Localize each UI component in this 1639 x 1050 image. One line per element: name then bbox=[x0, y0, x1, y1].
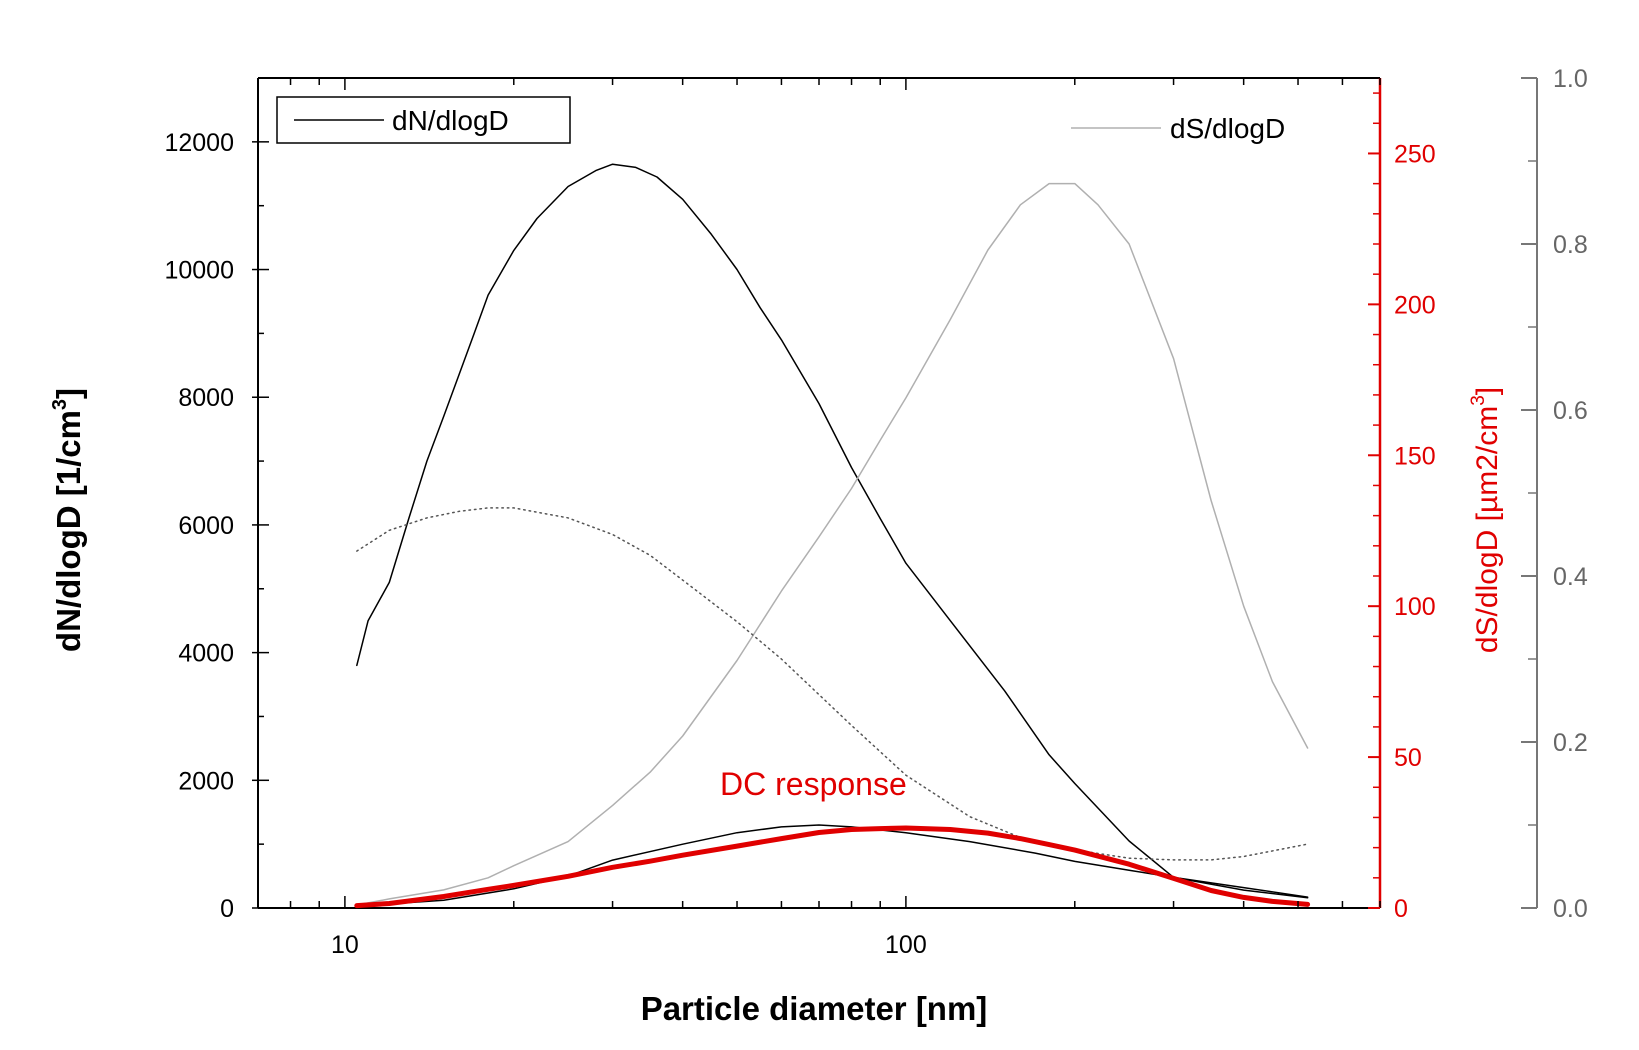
series-line-dn-dlogd-lower bbox=[356, 824, 1309, 907]
legend-label-dN: dN/dlogD bbox=[392, 105, 509, 136]
series-group bbox=[354, 163, 1311, 909]
y-right-tick-label: 150 bbox=[1394, 442, 1436, 470]
annotation-dc-response: DC response bbox=[720, 766, 907, 802]
x-axis-title: Particle diameter [nm] bbox=[641, 990, 988, 1027]
series-line-dc-response bbox=[354, 825, 1311, 909]
y-right-tick-label: 200 bbox=[1394, 291, 1436, 319]
y-left-tick-label: 10000 bbox=[164, 257, 234, 285]
y-left-tick-label: 0 bbox=[220, 895, 234, 923]
y-left-tick-label: 12000 bbox=[164, 129, 234, 157]
y-right-tick-label: 250 bbox=[1394, 140, 1436, 168]
series-line-dotted bbox=[356, 507, 1309, 861]
y-left-tick-label: 2000 bbox=[178, 767, 234, 795]
legend-label-dS: dS/dlogD bbox=[1170, 113, 1285, 144]
x-tick-label: 10 bbox=[331, 931, 359, 959]
legend-box bbox=[276, 96, 571, 144]
y-right-tick-label: 100 bbox=[1394, 593, 1436, 621]
y-left-tick-label: 8000 bbox=[178, 384, 234, 412]
y-left-tick-label: 4000 bbox=[178, 640, 234, 668]
y-far-right-tick-label: 0.4 bbox=[1553, 563, 1588, 591]
series-line-ds-dlogd bbox=[356, 182, 1309, 906]
legend: dN/dlogD dS/dlogD bbox=[276, 96, 1285, 144]
y-far-right-tick-label: 0.2 bbox=[1553, 729, 1588, 757]
y-axis-title-right: dS/dlogD [µm2/cm3] bbox=[1468, 387, 1504, 653]
series-line-dn-dlogd bbox=[356, 163, 1309, 899]
y-far-right-tick-label: 1.0 bbox=[1553, 65, 1588, 93]
x-tick-label: 100 bbox=[885, 931, 927, 959]
axes-group: 10 100 0 2000 4000 6000 8000 10000 12000 0 50 100 15… bbox=[164, 65, 1587, 959]
y-left-tick-label: 6000 bbox=[178, 512, 234, 540]
y-far-right-tick-label: 0.0 bbox=[1553, 895, 1588, 923]
y-far-right-tick-label: 0.6 bbox=[1553, 397, 1588, 425]
y-axis-title-left: dN/dlogD [1/cm3] bbox=[49, 388, 87, 652]
y-right-tick-label: 0 bbox=[1394, 895, 1408, 923]
y-far-right-tick-label: 0.8 bbox=[1553, 231, 1588, 259]
y-right-tick-label: 50 bbox=[1394, 744, 1422, 772]
